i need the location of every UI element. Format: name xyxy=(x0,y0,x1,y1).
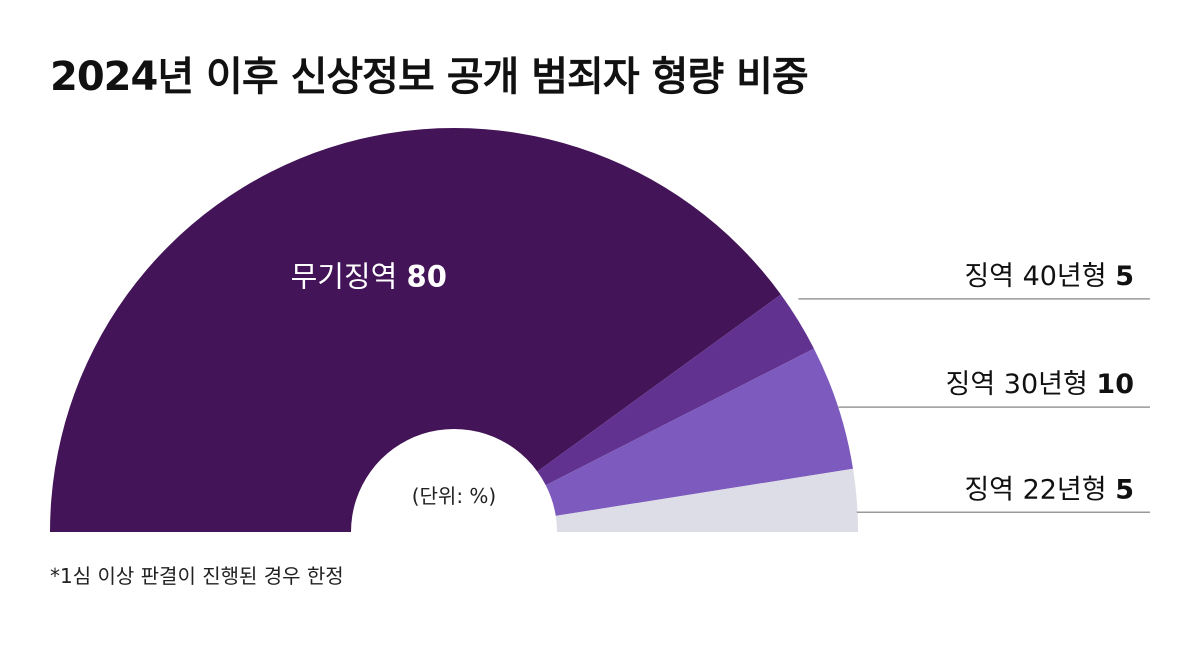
unit-label: (단위: %) xyxy=(412,484,497,508)
slice-label-name: 징역 30년형 xyxy=(946,369,1097,400)
slice-label-name: 무기징역 xyxy=(291,259,407,293)
slice-label-3: 징역 30년형 10 xyxy=(946,369,1134,400)
slice-label-1: 무기징역 80 xyxy=(291,259,447,293)
slice-label-value: 5 xyxy=(1115,474,1134,505)
slice-label-value: 10 xyxy=(1096,369,1134,400)
pie-slice-4 xyxy=(555,468,859,532)
slice-label-value: 5 xyxy=(1115,261,1134,292)
pie-slice-1 xyxy=(50,127,781,532)
slice-label-value: 80 xyxy=(407,259,447,293)
chart-title: 2024년 이후 신상정보 공개 범죄자 형량 비중 xyxy=(50,54,809,100)
slice-label-2: 징역 40년형 5 xyxy=(964,261,1134,292)
pie-slice-3 xyxy=(545,348,854,516)
slice-label-4: 징역 22년형 5 xyxy=(964,474,1134,505)
slice-label-name: 징역 40년형 xyxy=(964,261,1115,292)
pie-slice-2 xyxy=(537,294,814,486)
slice-label-name: 징역 22년형 xyxy=(964,474,1115,505)
footnote: *1심 이상 판결이 진행된 경우 한정 xyxy=(50,564,344,588)
